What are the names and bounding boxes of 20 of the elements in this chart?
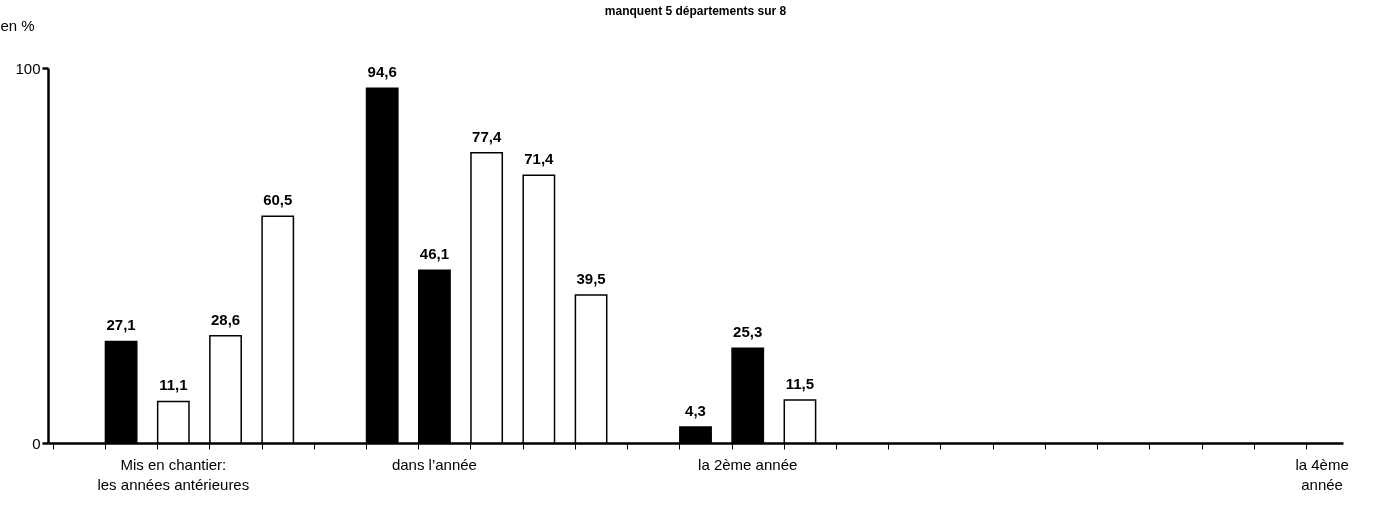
x-tick-label: la 4ème année: [1295, 455, 1349, 493]
data-label: 27,1: [106, 316, 136, 334]
data-label: 46,1: [419, 245, 450, 263]
y-axis-title: en %: [0, 16, 35, 34]
x-tick-label: Mis en chantier: les années antérieures: [97, 455, 250, 493]
data-label: 39,5: [576, 269, 606, 287]
data-label: 94,6: [367, 63, 397, 81]
data-label: 11,1: [159, 376, 188, 394]
x-tick-label: dans l’année: [391, 455, 477, 473]
x-tick-label: la 2ème année: [698, 455, 798, 473]
chart-title: manquent 5 départements sur 8: [604, 4, 787, 18]
data-label: 71,4: [524, 150, 555, 168]
data-label: 77,4: [472, 127, 502, 145]
data-label: 25,3: [733, 323, 763, 341]
y-tick-label: 0: [32, 434, 41, 452]
data-label: 4,3: [685, 401, 706, 419]
data-label: 28,6: [210, 310, 241, 328]
data-label: 60,5: [263, 191, 293, 209]
data-label: 11,5: [785, 374, 815, 392]
y-tick-label: 100: [15, 59, 41, 77]
